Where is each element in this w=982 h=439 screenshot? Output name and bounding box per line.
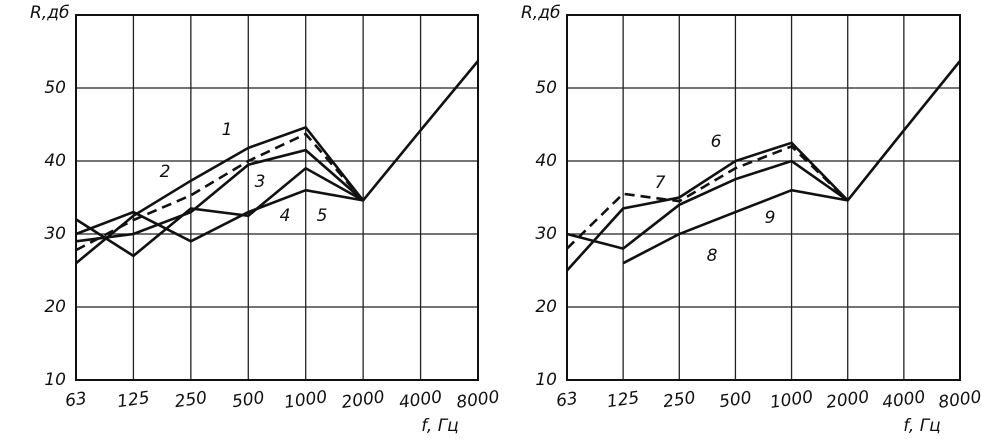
series-label: 9: [765, 208, 776, 228]
y-tick-label: 30: [44, 224, 66, 244]
x-tick-label: 4000: [398, 387, 444, 413]
y-tick-label: 40: [44, 151, 66, 171]
series-label: 3: [255, 172, 266, 192]
y-tick-label: 20: [535, 297, 557, 317]
series-line: [75, 132, 365, 252]
x-tick-label: 250: [662, 388, 697, 412]
y-tick-label: 20: [44, 297, 66, 317]
x-tick-label: 500: [231, 388, 266, 412]
x-tick-label: 1000: [283, 387, 329, 413]
series-line: [75, 166, 364, 258]
x-tick-label: 125: [606, 388, 641, 412]
y-tick-label: 10: [535, 370, 557, 390]
series-label: 4: [280, 206, 291, 226]
y-tick-label: 30: [535, 224, 557, 244]
series-line: [566, 144, 849, 250]
series-line: [75, 188, 364, 243]
x-tick-label: 63: [555, 389, 579, 412]
series-line: [566, 159, 849, 251]
series-label: 6: [711, 132, 722, 152]
y-axis-label: R,дб: [30, 3, 69, 23]
x-tick-label: 63: [64, 389, 88, 412]
y-tick-label: 10: [44, 370, 66, 390]
x-axis-label: f, Гц: [903, 416, 941, 436]
x-tick-label: 8000: [455, 387, 501, 413]
series-label: 8: [707, 246, 718, 266]
plot-frame: [566, 14, 961, 381]
x-axis-label: f, Гц: [421, 416, 459, 436]
series-line: [622, 188, 848, 265]
x-tick-label: 2000: [825, 387, 871, 413]
series-label: 2: [160, 162, 171, 182]
series-label: 7: [655, 173, 666, 193]
x-tick-label: 125: [116, 388, 151, 412]
series-line: [75, 60, 480, 265]
x-tick-label: 8000: [937, 387, 982, 413]
x-tick-label: 1000: [769, 387, 815, 413]
series-label: 5: [317, 206, 328, 226]
plot-frame: [75, 14, 479, 381]
series-line: [566, 60, 962, 272]
y-tick-label: 40: [535, 151, 557, 171]
y-tick-label: 50: [44, 78, 66, 98]
x-tick-label: 4000: [881, 387, 927, 413]
series-label: 1: [222, 120, 233, 140]
x-tick-label: 2000: [340, 387, 386, 413]
x-tick-label: 250: [173, 388, 208, 412]
series-line: [75, 148, 364, 243]
y-tick-label: 50: [535, 78, 557, 98]
y-axis-label: R,дб: [521, 3, 560, 23]
x-tick-label: 500: [718, 388, 753, 412]
